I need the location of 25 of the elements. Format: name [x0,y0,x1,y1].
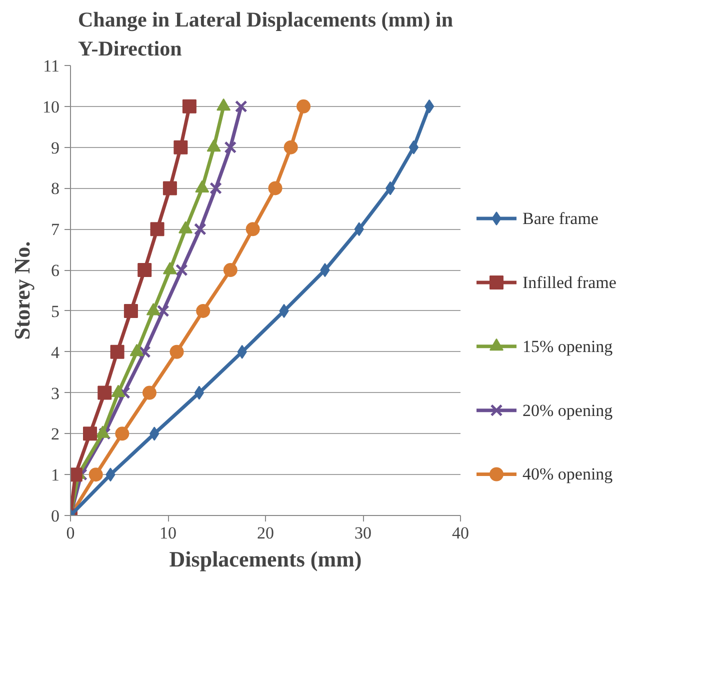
y-tick-label: 5 [51,302,60,321]
y-tick-label: 10 [42,97,60,116]
x-tick-label: 10 [160,524,176,542]
y-tick-label: 7 [51,220,60,240]
y-tick-label: 0 [51,506,60,526]
y-tick-label: 9 [51,138,60,158]
x-tick-label: 0 [66,524,75,542]
legend-label: 15% opening [522,336,614,356]
y-tick-label: 8 [51,179,60,198]
legend-label: 20% opening [522,400,614,420]
y-tick-label: 4 [51,342,60,362]
y-axis-title: Storey No. [10,241,34,340]
x-tick-label: 20 [257,524,274,542]
legend-label: Bare frame [522,209,598,228]
legend-label: Infilled frame [522,272,616,292]
x-tick-label: 30 [354,524,372,542]
y-tick-label: 6 [51,261,60,280]
y-tick-label: 2 [51,424,60,444]
y-tick-label: 11 [43,56,60,76]
chart-title: Change in Lateral Displacements (mm) in Y-Direction [78,8,454,60]
legend-label: 40% opening [522,464,614,484]
y-tick-label: 3 [51,384,60,403]
y-tick-label: 1 [51,466,60,485]
x-axis-title: Displacements (mm) [169,546,362,572]
x-tick-label: 40 [452,524,469,542]
